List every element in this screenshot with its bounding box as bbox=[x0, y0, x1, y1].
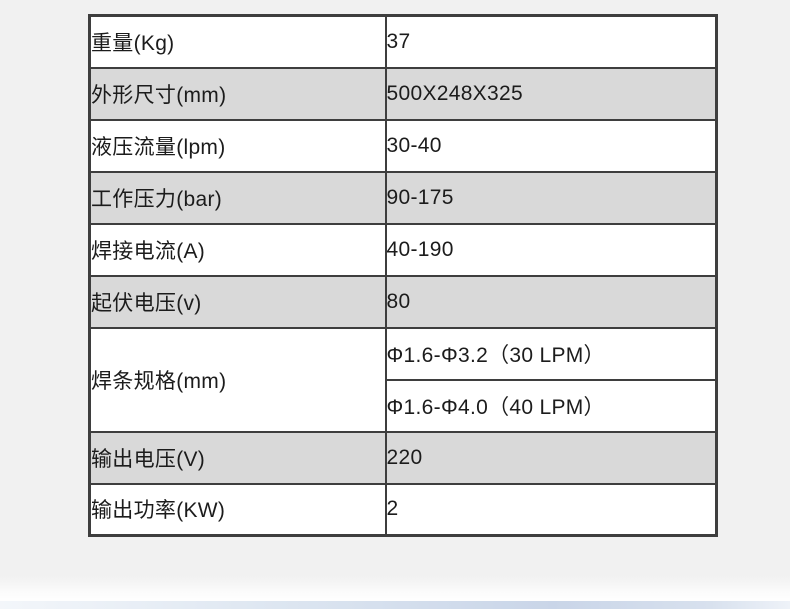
spec-label: 起伏电压(v) bbox=[88, 274, 387, 329]
table-row: 外形尺寸(mm) 500X248X325 bbox=[88, 66, 718, 121]
spec-value: 80 bbox=[384, 274, 718, 329]
table-row: 焊接电流(A) 40-190 bbox=[88, 222, 718, 277]
spec-label: 输出电压(V) bbox=[88, 430, 387, 485]
spec-label: 外形尺寸(mm) bbox=[88, 66, 387, 121]
spec-value: 500X248X325 bbox=[384, 66, 718, 121]
table-row: 工作压力(bar) 90-175 bbox=[88, 170, 718, 225]
table-row: 重量(Kg) 37 bbox=[88, 14, 718, 69]
table-row: 焊条规格(mm) Φ1.6-Φ3.2（30 LPM） bbox=[88, 326, 718, 433]
table-row: Φ1.6-Φ4.0（40 LPM） bbox=[90, 378, 718, 433]
spec-value: 30-40 bbox=[384, 118, 718, 173]
spec-value: 2 bbox=[384, 482, 718, 537]
table-row: 输出电压(V) 220 bbox=[88, 430, 718, 485]
spec-value: Φ1.6-Φ4.0（40 LPM） bbox=[384, 378, 718, 433]
table-row: 液压流量(lpm) 30-40 bbox=[88, 118, 718, 173]
spec-value: Φ1.6-Φ3.2（30 LPM） bbox=[384, 326, 718, 381]
spec-label: 焊条规格(mm) bbox=[88, 326, 387, 433]
spec-value: 40-190 bbox=[384, 222, 718, 277]
table-row: 起伏电压(v) 80 bbox=[88, 274, 718, 329]
spec-table: 重量(Kg) 37 外形尺寸(mm) 500X248X325 液压流量(lpm)… bbox=[88, 14, 718, 537]
bottom-accent-band bbox=[0, 601, 790, 609]
spec-label: 输出功率(KW) bbox=[88, 482, 387, 537]
specifications-table: 重量(Kg) 37 外形尺寸(mm) 500X248X325 液压流量(lpm)… bbox=[88, 14, 718, 537]
spec-label: 液压流量(lpm) bbox=[88, 118, 387, 173]
spec-value: 37 bbox=[384, 14, 718, 69]
spec-label: 焊接电流(A) bbox=[88, 222, 387, 277]
spec-value: 90-175 bbox=[384, 170, 718, 225]
spec-label: 工作压力(bar) bbox=[88, 170, 387, 225]
spec-value: 220 bbox=[384, 430, 718, 485]
table-row: 输出功率(KW) 2 bbox=[88, 482, 718, 537]
spec-label: 重量(Kg) bbox=[88, 14, 387, 69]
